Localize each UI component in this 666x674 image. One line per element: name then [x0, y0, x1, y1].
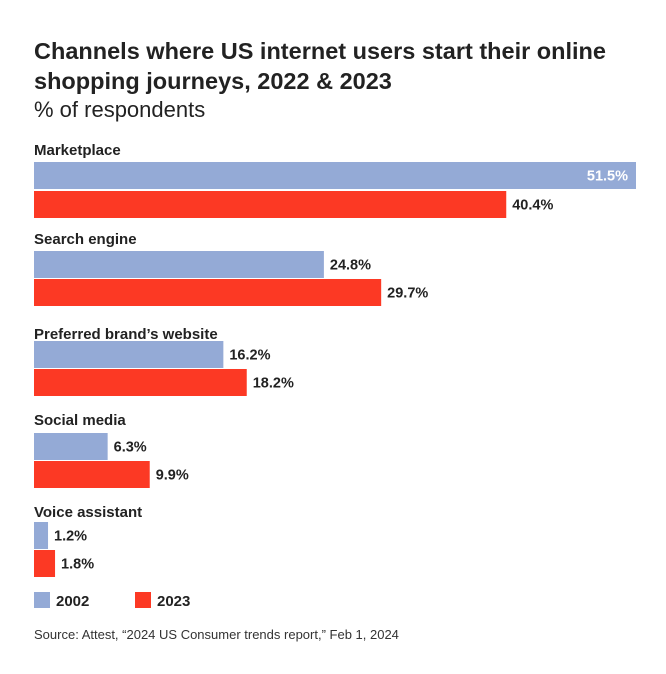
bar-2023-3	[34, 461, 150, 488]
bar-2002-1	[34, 251, 324, 278]
data-label: 51.5%	[587, 169, 628, 185]
bar-2002-4	[34, 522, 49, 549]
data-label: 9.9%	[156, 468, 189, 484]
category-label: Social media	[34, 412, 126, 429]
data-label: 1.8%	[61, 557, 94, 573]
legend-label: 2023	[157, 593, 190, 610]
data-label: 1.2%	[54, 529, 87, 545]
category-label: Marketplace	[34, 142, 121, 159]
legend-label: 2002	[56, 593, 89, 610]
bar-2023-1	[34, 279, 382, 306]
bar-2023-4	[34, 550, 56, 577]
bar-2002-0	[34, 162, 636, 189]
category-label: Search engine	[34, 231, 137, 248]
legend-swatch-2002	[34, 592, 50, 608]
data-label: 6.3%	[114, 440, 147, 456]
bar-2002-2	[34, 341, 224, 368]
data-label: 24.8%	[330, 258, 371, 274]
data-label: 18.2%	[253, 376, 294, 392]
legend-swatch-2023	[135, 592, 151, 608]
data-label: 16.2%	[229, 348, 270, 364]
source-note: Source: Attest, “2024 US Consumer trends…	[34, 627, 399, 642]
bar-2023-2	[34, 369, 247, 396]
bar-2002-3	[34, 433, 108, 460]
category-label: Preferred brand’s website	[34, 326, 218, 343]
bar-2023-0	[34, 191, 507, 218]
data-label: 29.7%	[387, 286, 428, 302]
data-label: 40.4%	[512, 198, 553, 214]
bar-chart: Marketplace 51.5% 40.4% Search engine 24.8% 2…	[34, 142, 636, 610]
chart-subtitle: % of respondents	[34, 97, 206, 122]
chart-title: Channels where US internet users start t…	[34, 38, 606, 94]
category-label: Voice assistant	[34, 504, 142, 521]
